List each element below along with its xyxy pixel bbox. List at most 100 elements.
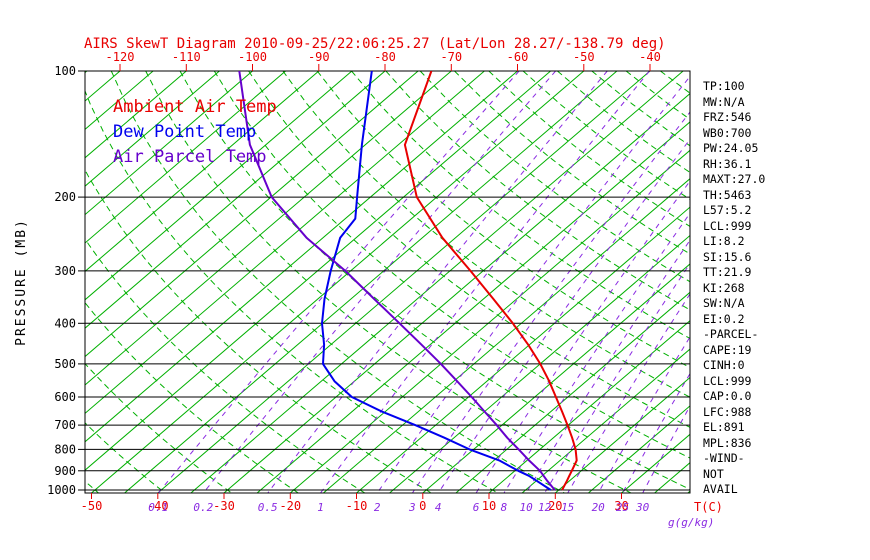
stat-line: RH:36.1 [703,156,752,171]
pressure-tick-label: 300 [54,264,76,278]
stat-line: TH:5463 [703,187,752,202]
grid-lines [85,71,690,493]
dry-adiabat-line [85,168,433,493]
isotherm-line [85,71,353,301]
isotherm-line [488,320,690,493]
plot-border [84,70,691,494]
mixing-ratio-label: 10 [519,501,533,514]
legend-air-parcel-temp: Air Parcel Temp [113,147,267,167]
isotherm-line [85,71,253,216]
bottom-temp-label: 20 [548,499,562,513]
stat-line: LFC:988 [703,404,752,419]
top-temp-label: -40 [639,50,661,64]
stat-line: MPL:836 [703,435,752,450]
isotherm-line [85,71,551,471]
mixing-ratio-line [642,405,690,493]
top-temp-label: -60 [507,50,529,64]
mixing-ratio-label: 25 [616,501,629,514]
mixing-ratio-label: 3 [408,501,416,514]
mixing-ratio-line [437,138,690,493]
stat-line: LI:8.2 [703,234,745,248]
mixing-ratio-line [157,71,520,493]
pressure-tick-label: 700 [54,418,76,432]
stat-line: WB0:700 [703,125,752,140]
stat-line: MAXT:27.0 [703,172,766,186]
mixing-ratio-label: 4 [435,501,442,514]
temp-unit-label: T(C) [694,500,723,514]
mixing-ratio-line [503,212,690,493]
dry-adiabat-line [248,71,690,428]
mixing-ratio-line [411,111,690,493]
stat-line: LCL:999 [703,373,752,388]
pressure-tick-label: 400 [54,316,76,330]
dry-adiabat-line [419,71,690,283]
mixing-unit-label: g(g/kg) [668,516,714,529]
stat-line: CAP:0.0 [703,389,752,403]
stat-line: -WIND- [703,451,745,465]
pressure-tick-label: 100 [54,64,76,78]
isotherm-line [521,348,690,493]
mixing-ratio-line [475,180,690,493]
stat-line: KI:268 [703,280,745,295]
mixing-ratio-label: 15 [561,501,574,514]
stat-line: SI:15.6 [703,249,752,264]
dry-adiabat-line [85,362,233,493]
mixing-ratio-label: 30 [635,501,650,514]
pressure-tick-label: 800 [54,442,76,456]
mixing-ratio-label: 2 [374,501,381,514]
isotherm-line [85,71,518,443]
stat-line: PW:24.05 [703,141,759,155]
stat-line: AVAIL [703,482,738,496]
isotherm-line [85,71,286,244]
mixing-ratio-label: 0.1 [148,501,168,514]
stat-line: FRZ:546 [703,110,752,124]
dry-adiabat-line [85,89,499,493]
mixing-ratio-label: 20 [592,501,606,514]
stat-line: LCL:999 [703,218,752,233]
dry-adiabat-line [213,71,690,459]
sounding-curves [238,71,578,491]
mixing-ratio-line [376,75,690,493]
isotherm-line [223,92,690,493]
stat-line: SW:N/A [703,296,745,310]
stat-line: CAPE:19 [703,342,752,357]
stat-line: MW:N/A [703,94,745,109]
isotherm-line [91,71,585,493]
bottom-temp-label: -30 [213,499,235,513]
dry-adiabat-line [454,71,690,255]
isotherm-line [85,71,320,273]
bottom-temp-label: 10 [482,499,496,513]
isotherm-line [389,234,690,493]
pressure-tick-label: 1000 [47,483,76,497]
stats-panel: TP:100 MW:N/A FRZ:546 WB0:700 PW:24.05 RH:36.… [703,79,765,498]
dry-adiabat-line [85,301,300,493]
top-temp-label: -50 [573,50,595,64]
mixing-ratio-label: 1 [317,501,324,514]
mixing-ratio-label: 12 [538,501,552,514]
bottom-temp-label: -10 [346,499,368,513]
top-temp-label: -70 [440,50,462,64]
mixing-ratio-line [567,293,690,493]
stat-line: NOT [703,466,724,481]
isotherm-line [323,178,690,493]
dew-point-temp-curve [321,71,552,491]
stat-line: EI:0.2 [703,311,745,326]
dry-adiabat-line [488,71,690,228]
isotherm-line [85,71,187,159]
bottom-temp-label: -50 [81,499,103,513]
pressure-tick-label: 900 [54,464,76,478]
legend-ambient-air-temp: Ambient Air Temp [113,97,277,117]
mixing-ratio-line [621,372,690,493]
mixing-ratio-line [202,71,556,493]
bottom-temp-label: 0 [419,499,426,513]
isotherm-line [256,121,690,493]
mixing-ratio-line [544,262,690,493]
chart-legend: Ambient Air Temp Dew Point Temp Air Parc… [113,95,277,170]
mixing-ratio-line [597,335,690,493]
pressure-tick-label: 600 [54,390,76,404]
dry-adiabat-line [85,238,366,493]
isotherm-line [85,71,220,187]
mixing-ratio-line [267,71,608,493]
